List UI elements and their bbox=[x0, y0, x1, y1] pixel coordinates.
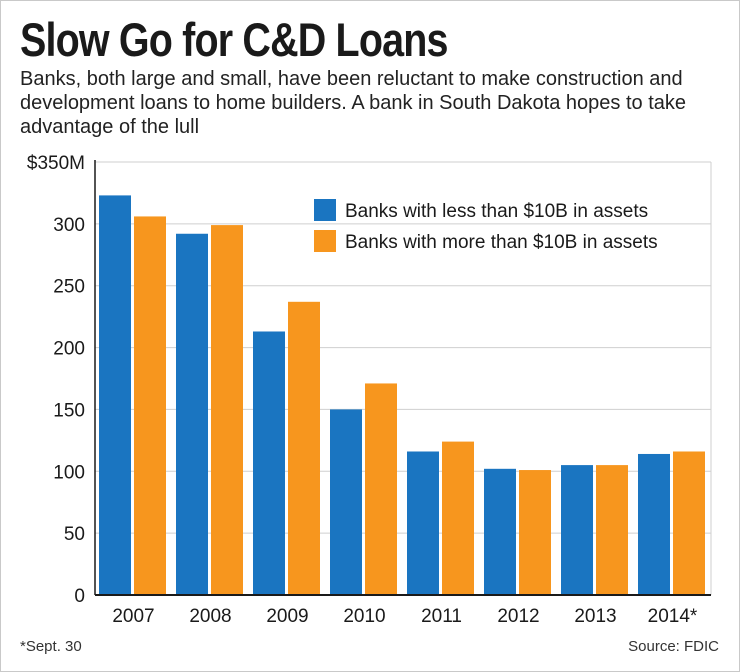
y-tick-label: 100 bbox=[53, 462, 85, 483]
bar bbox=[484, 468, 516, 595]
footnote: *Sept. 30 bbox=[20, 638, 82, 655]
bar bbox=[442, 441, 474, 595]
legend-swatch bbox=[314, 230, 336, 252]
bar bbox=[253, 331, 285, 595]
x-tick-label: 2008 bbox=[189, 606, 231, 627]
x-tick-label: 2007 bbox=[112, 606, 154, 627]
bar bbox=[561, 465, 593, 595]
bar bbox=[365, 383, 397, 595]
x-tick-label: 2011 bbox=[421, 606, 462, 627]
bar bbox=[519, 470, 551, 595]
y-tick-label: 200 bbox=[53, 339, 85, 360]
legend-label: Banks with more than $10B in assets bbox=[345, 232, 658, 253]
bar bbox=[211, 225, 243, 595]
bar bbox=[134, 216, 166, 596]
legend-swatch bbox=[314, 199, 336, 221]
chart-subtitle: Banks, both large and small, have been r… bbox=[20, 68, 686, 138]
x-tick-label: 2013 bbox=[574, 606, 616, 627]
x-tick-label: 2009 bbox=[266, 606, 308, 627]
y-tick-label: 50 bbox=[64, 524, 85, 545]
bar bbox=[330, 409, 362, 595]
y-tick-label: 0 bbox=[74, 586, 85, 607]
legend-label: Banks with less than $10B in assets bbox=[345, 201, 648, 222]
chart-title: Slow Go for C&D Loans bbox=[20, 13, 448, 66]
bar bbox=[176, 233, 208, 596]
source-note: Source: FDIC bbox=[628, 638, 719, 655]
y-tick-label: $350M bbox=[27, 153, 85, 174]
bar bbox=[596, 465, 628, 595]
y-tick-label: 300 bbox=[53, 215, 85, 236]
bar bbox=[673, 451, 705, 595]
x-tick-label: 2014* bbox=[648, 606, 698, 627]
x-tick-label: 2010 bbox=[343, 606, 385, 627]
bar bbox=[407, 451, 439, 595]
bar bbox=[288, 301, 320, 595]
bar bbox=[99, 195, 131, 595]
y-tick-label: 150 bbox=[53, 400, 85, 421]
x-tick-label: 2012 bbox=[497, 606, 539, 627]
bar bbox=[638, 453, 670, 595]
y-tick-label: 250 bbox=[53, 277, 85, 298]
